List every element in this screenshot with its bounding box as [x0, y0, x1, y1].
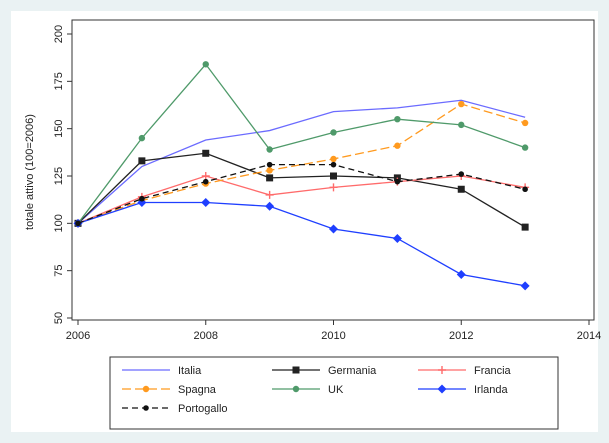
series-line-uk	[77, 63, 526, 224]
legend-item-portogallo: Portogallo	[122, 403, 228, 415]
legend-marker-germania	[292, 366, 300, 374]
legend-item-spagna: Spagna	[122, 384, 217, 396]
data-point-irlanda	[329, 224, 338, 234]
data-point-portogallo	[75, 220, 81, 227]
legend-label-spagna: Spagna	[178, 384, 217, 396]
data-point-portogallo	[394, 178, 401, 185]
legend: Italia Germania Francia Spagna UK Irlanda Port…	[122, 365, 512, 415]
series-portogallo	[75, 161, 528, 227]
data-point-germania	[521, 223, 529, 231]
x-tick-label: 2010	[321, 330, 345, 342]
data-point-spagna	[394, 142, 401, 149]
y-tick-label: 150	[53, 119, 65, 137]
data-point-spagna	[521, 119, 529, 127]
data-point-portogallo	[139, 195, 145, 202]
series-layer	[73, 61, 530, 291]
series-italia	[77, 99, 526, 224]
data-point-spagna	[458, 100, 465, 108]
data-point-uk	[266, 146, 273, 153]
legend-item-germania: Germania	[272, 365, 377, 377]
y-tick-label: 100	[53, 214, 65, 232]
data-point-germania	[266, 174, 274, 182]
legend-marker-francia	[438, 366, 446, 374]
x-tick-label: 2006	[66, 330, 90, 342]
legend-label-irlanda: Irlanda	[474, 384, 509, 396]
data-point-uk	[138, 134, 146, 142]
legend-marker-irlanda	[437, 384, 447, 394]
data-point-portogallo	[202, 178, 209, 185]
series-line-spagna	[77, 103, 526, 224]
x-tick-label: 2014	[577, 330, 601, 342]
y-tick-label: 75	[53, 265, 65, 277]
data-point-uk	[458, 121, 465, 129]
data-point-uk	[394, 116, 401, 123]
data-point-germania	[202, 149, 210, 157]
legend-marker-portogallo	[143, 405, 149, 411]
data-point-francia	[265, 190, 274, 199]
data-point-irlanda	[201, 198, 211, 208]
x-tick-label: 2008	[194, 330, 218, 342]
legend-item-italia: Italia	[122, 365, 202, 377]
data-point-portogallo	[458, 171, 465, 177]
data-point-francia	[329, 183, 338, 192]
plot-area	[71, 19, 595, 321]
y-axis-title: totale attivo (100=2006)	[24, 114, 36, 230]
data-point-portogallo	[266, 161, 273, 168]
series-uk	[74, 61, 529, 227]
legend-label-francia: Francia	[474, 365, 512, 377]
legend-label-germania: Germania	[328, 365, 377, 377]
y-tick-label: 175	[53, 72, 65, 90]
data-point-portogallo	[522, 186, 528, 193]
data-point-spagna	[330, 155, 337, 163]
y-tick-label: 200	[53, 25, 65, 43]
legend-label-uk: UK	[328, 384, 344, 396]
y-axis: 50 75 100 125 150 175 200	[53, 25, 72, 324]
legend-label-italia: Italia	[178, 365, 202, 377]
data-point-spagna	[266, 167, 273, 174]
data-point-irlanda	[456, 269, 466, 279]
series-irlanda	[73, 198, 530, 291]
legend-box	[109, 356, 559, 430]
legend-label-portogallo: Portogallo	[178, 403, 228, 415]
legend-marker-spagna	[142, 385, 150, 393]
legend-item-francia: Francia	[418, 365, 512, 377]
data-point-francia	[201, 172, 210, 180]
legend-item-uk: UK	[272, 384, 344, 396]
y-tick-label: 125	[53, 167, 65, 185]
data-point-irlanda	[520, 281, 530, 291]
series-line-portogallo	[77, 163, 526, 224]
data-point-portogallo	[330, 161, 337, 168]
y-tick-label: 50	[53, 312, 65, 324]
data-point-irlanda	[265, 201, 275, 211]
series-line-italia	[77, 99, 526, 224]
series-line-germania	[77, 152, 526, 228]
series-line-irlanda	[77, 201, 526, 287]
data-point-irlanda	[392, 233, 402, 243]
x-axis: 2006 2008 2010 2012 2014	[66, 320, 601, 342]
data-point-uk	[330, 129, 337, 136]
series-line-francia	[77, 175, 526, 224]
x-tick-label: 2012	[449, 330, 473, 342]
data-point-germania	[457, 185, 465, 193]
data-point-uk	[521, 144, 529, 151]
legend-marker-uk	[292, 385, 300, 393]
data-point-germania	[138, 157, 146, 165]
legend-item-irlanda: Irlanda	[418, 384, 509, 396]
data-point-germania	[330, 172, 337, 180]
data-point-uk	[202, 61, 209, 68]
